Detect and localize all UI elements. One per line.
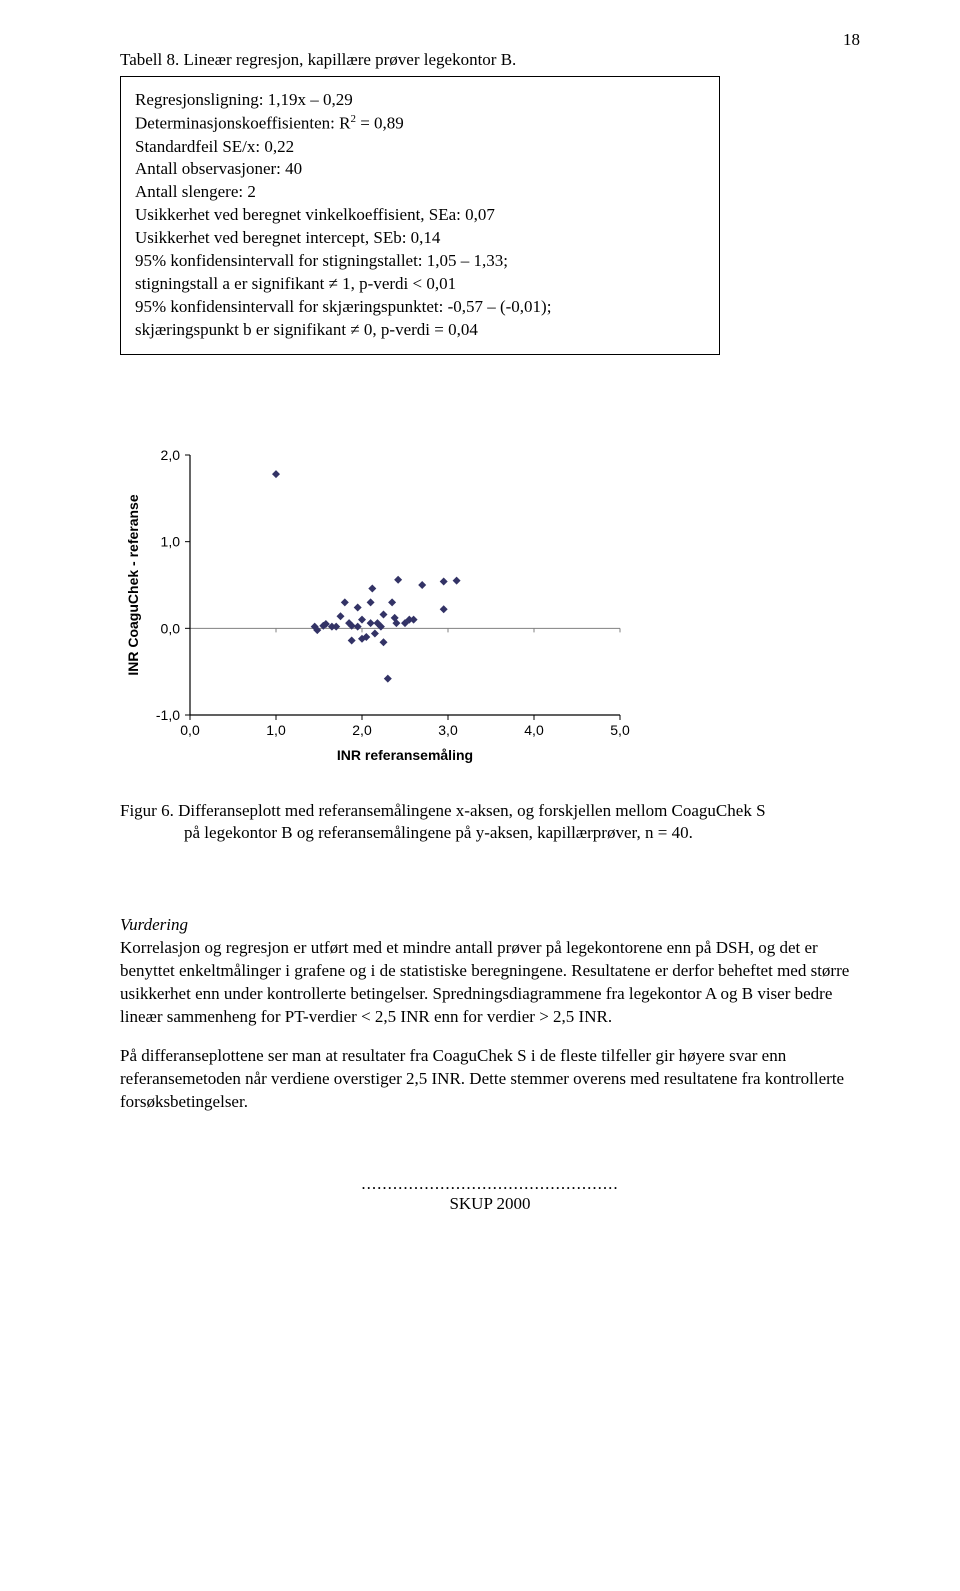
page-number: 18 [843, 30, 860, 50]
reg-line4: Antall observasjoner: 40 [135, 158, 705, 181]
reg-line3: Standardfeil SE/x: 0,22 [135, 136, 705, 159]
svg-text:5,0: 5,0 [610, 722, 630, 738]
page-footer: ........................................… [120, 1174, 860, 1214]
fig-caption1: Figur 6. Differanseplott med referansemå… [120, 801, 766, 820]
body-paragraph-1: Korrelasjon og regresjon er utført med e… [120, 938, 849, 1026]
svg-text:2,0: 2,0 [161, 447, 181, 463]
svg-text:-1,0: -1,0 [156, 707, 180, 723]
footer-dots: ........................................… [361, 1174, 618, 1193]
svg-text:3,0: 3,0 [438, 722, 458, 738]
reg-line10: 95% konfidensintervall for skjæringspunk… [135, 296, 705, 319]
svg-text:1,0: 1,0 [161, 534, 181, 550]
reg-line11: skjæringspunkt b er signifikant ≠ 0, p-v… [135, 319, 705, 342]
footer-text: SKUP 2000 [449, 1194, 530, 1213]
reg-line2b: = 0,89 [356, 114, 404, 133]
reg-line1: Regresjonsligning: 1,19x – 0,29 [135, 89, 705, 112]
scatter-chart: 2,01,00,0-1,00,01,02,03,04,05,0INR Coagu… [120, 435, 860, 780]
body-paragraph-2: På differanseplottene ser man at resulta… [120, 1045, 860, 1114]
figure6-caption: Figur 6. Differanseplott med referansemå… [120, 800, 860, 844]
page-root: 18 Tabell 8. Lineær regresjon, kapillære… [0, 0, 960, 1254]
svg-text:0,0: 0,0 [161, 620, 181, 636]
reg-line9: stigningstall a er signifikant ≠ 1, p-ve… [135, 273, 705, 296]
reg-line8: 95% konfidensintervall for stigningstall… [135, 250, 705, 273]
fig-caption2: på legekontor B og referansemålingene på… [120, 822, 860, 844]
svg-text:4,0: 4,0 [524, 722, 544, 738]
svg-text:1,0: 1,0 [266, 722, 286, 738]
svg-text:0,0: 0,0 [180, 722, 200, 738]
reg-line6: Usikkerhet ved beregnet vinkelkoeffisien… [135, 204, 705, 227]
chart-svg: 2,01,00,0-1,00,01,02,03,04,05,0INR Coagu… [120, 435, 640, 775]
reg-line2: Determinasjonskoeffisienten: R2 = 0,89 [135, 112, 705, 136]
reg-line2a: Determinasjonskoeffisienten: R [135, 114, 350, 133]
vurdering-section: Vurdering Korrelasjon og regresjon er ut… [120, 914, 860, 1029]
regression-box: Regresjonsligning: 1,19x – 0,29 Determin… [120, 76, 720, 355]
svg-text:2,0: 2,0 [352, 722, 372, 738]
svg-text:INR CoaguChek - referanse: INR CoaguChek - referanse [125, 494, 141, 675]
vurdering-heading: Vurdering [120, 915, 188, 934]
table8-caption: Tabell 8. Lineær regresjon, kapillære pr… [120, 50, 860, 70]
reg-line5: Antall slengere: 2 [135, 181, 705, 204]
reg-line7: Usikkerhet ved beregnet intercept, SEb: … [135, 227, 705, 250]
svg-text:INR referansemåling: INR referansemåling [337, 747, 473, 763]
